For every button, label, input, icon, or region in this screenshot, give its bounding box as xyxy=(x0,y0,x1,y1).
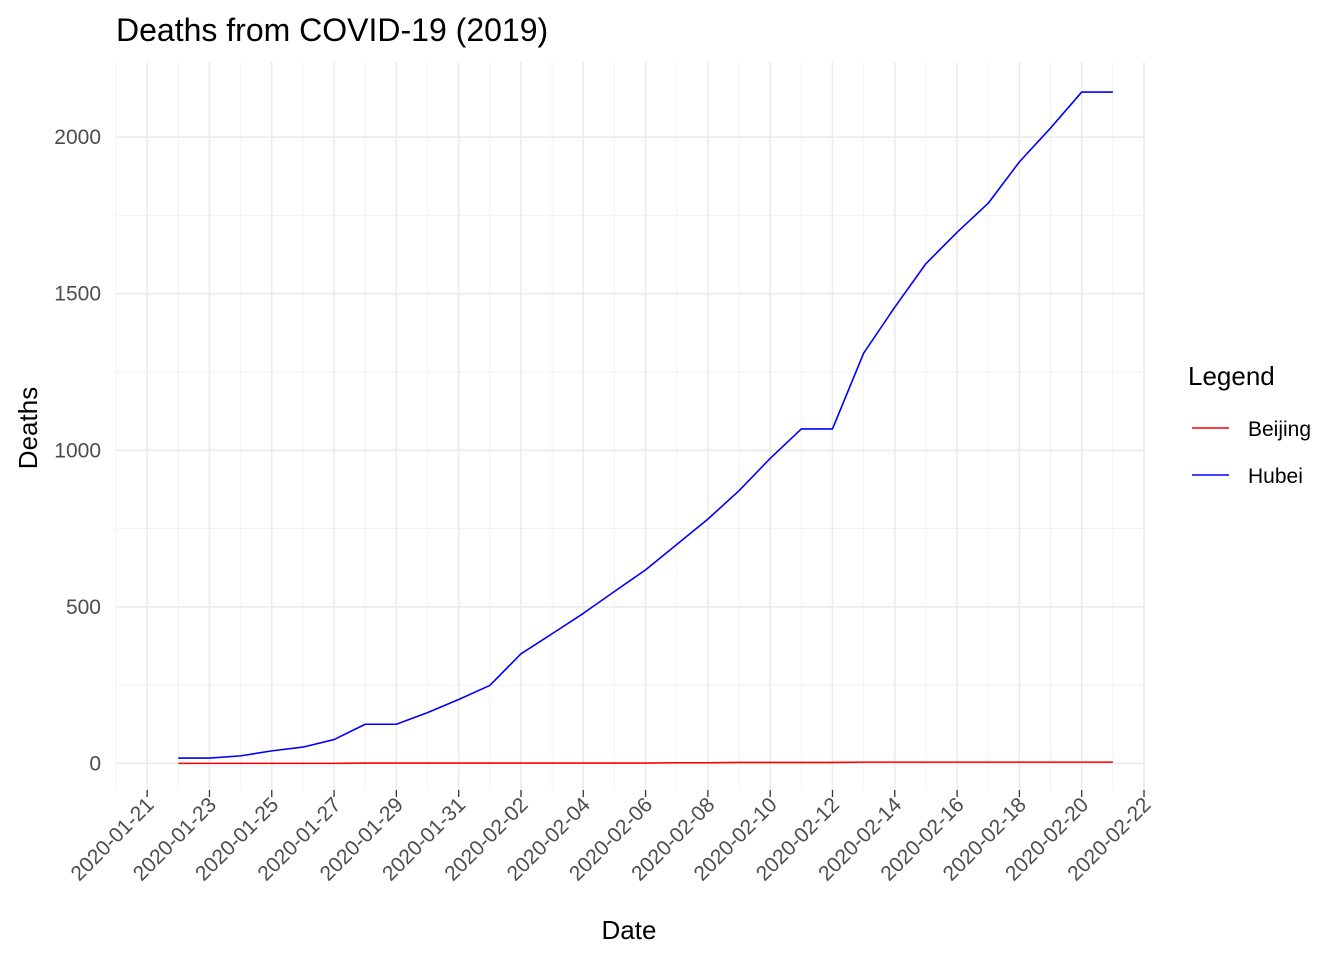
legend-title: Legend xyxy=(1188,361,1275,391)
y-tick-label: 1500 xyxy=(54,283,101,306)
chart-title: Deaths from COVID-19 (2019) xyxy=(116,12,548,48)
legend: Legend Beijing Hubei xyxy=(1188,361,1311,488)
legend-label-beijing: Beijing xyxy=(1248,418,1311,441)
y-tick-label: 1000 xyxy=(54,439,101,462)
series-line-hubei xyxy=(178,91,1113,759)
y-tick-label: 2000 xyxy=(54,126,101,149)
series-line-beijing xyxy=(178,761,1113,765)
y-tick-label: 500 xyxy=(66,596,101,619)
y-axis: 0 500 1000 1500 2000 xyxy=(54,126,101,775)
y-axis-title: Deaths xyxy=(13,387,43,469)
series-lines xyxy=(178,91,1113,765)
grid xyxy=(115,62,1145,790)
y-tick-label: 0 xyxy=(89,752,101,775)
x-axis-title: Date xyxy=(602,915,657,945)
legend-label-hubei: Hubei xyxy=(1248,465,1303,488)
x-axis: 2020-01-212020-01-232020-01-252020-01-27… xyxy=(66,790,1156,885)
